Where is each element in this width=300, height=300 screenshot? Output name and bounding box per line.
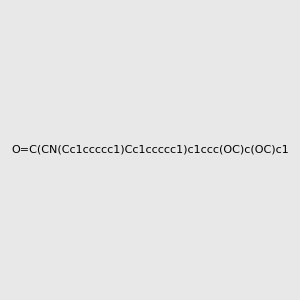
Text: O=C(CN(Cc1ccccc1)Cc1ccccc1)c1ccc(OC)c(OC)c1: O=C(CN(Cc1ccccc1)Cc1ccccc1)c1ccc(OC)c(OC…	[11, 145, 289, 155]
